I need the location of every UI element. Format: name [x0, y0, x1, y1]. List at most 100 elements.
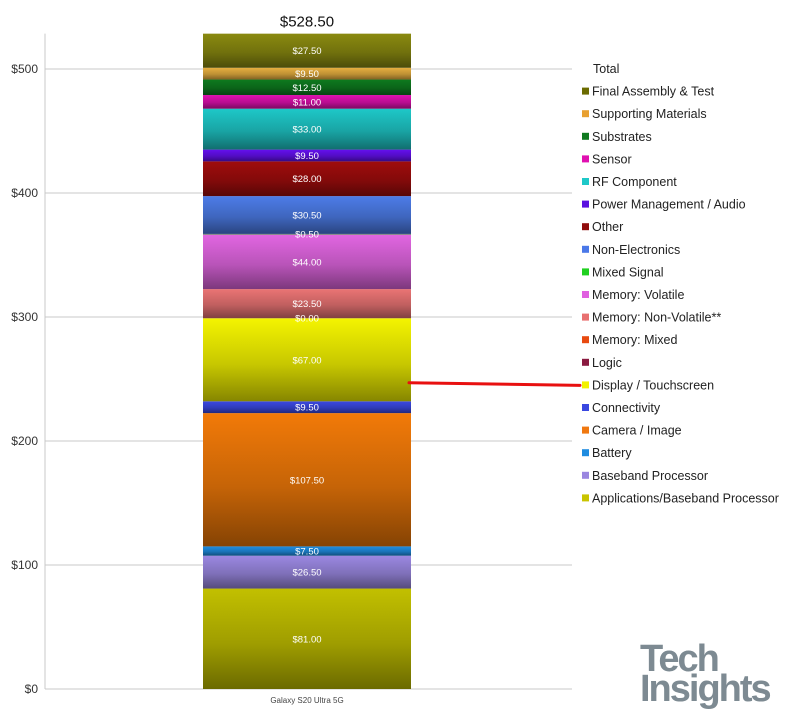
legend-label: Sensor — [592, 152, 632, 166]
bar-segment — [203, 546, 411, 556]
legend-item: Battery — [582, 446, 632, 460]
bar-segment — [203, 233, 411, 235]
bar-segment — [203, 95, 411, 109]
legend-swatch — [582, 358, 589, 366]
legend-swatch — [582, 291, 589, 298]
legend-item: Memory: Volatile — [582, 288, 684, 302]
bar-segment — [203, 555, 411, 589]
legend-item: Display / Touchscreen — [582, 378, 714, 392]
legend-swatch — [582, 245, 589, 253]
legend-swatch — [582, 200, 589, 208]
legend-label: Substrates — [592, 130, 652, 144]
legend-swatch — [582, 87, 589, 95]
segment-value-label: $33.00 — [292, 125, 321, 136]
segment-labels: $81.00 $26.50 $7.50 $107.50 $9.50 $67.00 $0.00… — [270, 14, 343, 705]
legend-label: Logic — [592, 356, 622, 370]
legend-label: Applications/Baseband Processor — [592, 491, 779, 505]
legend-item: Sensor — [582, 152, 632, 166]
segment-value-label: $27.50 — [292, 46, 321, 57]
bar-segment — [203, 289, 411, 319]
logo-line-2: Insights — [640, 668, 772, 710]
legend-swatch — [582, 494, 589, 502]
bar-segment — [203, 196, 411, 234]
segment-value-label: $30.50 — [292, 211, 321, 222]
legend-label: Other — [592, 220, 623, 234]
legend-item: Final Assembly & Test — [582, 85, 715, 99]
legend-item: Non-Electronics — [582, 243, 680, 257]
legend-item: Power Management / Audio — [582, 198, 746, 212]
legend-swatch — [582, 336, 589, 344]
segment-value-label: $44.00 — [292, 257, 321, 268]
bar-segment — [203, 234, 411, 290]
total-label: $528.50 — [280, 14, 334, 31]
y-tick-label: $100 — [11, 558, 38, 572]
legend-swatch — [582, 155, 589, 163]
legend-swatch — [582, 449, 589, 457]
segment-value-label: $67.00 — [292, 355, 321, 366]
legend-item: Memory: Mixed — [582, 333, 677, 347]
legend-label: Memory: Volatile — [592, 288, 684, 302]
bar-segment — [203, 413, 411, 547]
legend-swatch — [582, 471, 589, 479]
segment-value-label: $23.50 — [292, 299, 321, 310]
legend-label: Camera / Image — [592, 424, 682, 438]
legend-label: Display / Touchscreen — [592, 378, 714, 392]
legend-item: Total — [593, 62, 619, 76]
segment-value-label: $107.50 — [290, 475, 324, 486]
legend-swatch — [582, 110, 589, 118]
segment-value-label: $0.50 — [295, 230, 319, 241]
bar-segments — [203, 33, 411, 689]
legend-item: Mixed Signal — [582, 265, 664, 279]
legend-label: Baseband Processor — [592, 469, 708, 483]
legend-item: Camera / Image — [582, 424, 682, 438]
legend-swatch — [582, 404, 589, 411]
legend-label: Non-Electronics — [592, 243, 680, 257]
bar-segment — [203, 318, 411, 402]
legend: Total Final Assembly & Test Supporting Mat… — [582, 62, 779, 505]
legend-swatch — [582, 268, 589, 276]
legend-item: RF Component — [582, 175, 677, 189]
bar-segment — [203, 149, 411, 162]
legend-item: Substrates — [582, 130, 652, 144]
legend-item: Memory: Non-Volatile** — [582, 311, 721, 325]
legend-swatch — [582, 426, 589, 434]
segment-value-label: $26.50 — [292, 568, 321, 579]
category-label: Galaxy S20 Ultra 5G — [270, 696, 343, 705]
legend-label: Total — [593, 62, 619, 76]
legend-item: Other — [582, 220, 623, 234]
legend-label: Mixed Signal — [592, 265, 664, 279]
segment-value-label: $81.00 — [292, 634, 321, 645]
legend-label: Supporting Materials — [592, 107, 707, 121]
legend-label: Memory: Mixed — [592, 333, 677, 347]
legend-swatch — [582, 132, 589, 140]
legend-item: Supporting Materials — [582, 107, 707, 121]
bar-segment — [203, 79, 411, 96]
segment-value-label: $9.50 — [295, 403, 319, 414]
legend-swatch — [582, 223, 589, 231]
y-tick-label: $300 — [11, 310, 38, 324]
y-axis: $0 $100 $200 $300 $400 $500 — [11, 33, 46, 696]
legend-item: Baseband Processor — [582, 469, 708, 483]
techinsights-logo: Tech Insights — [640, 640, 790, 710]
segment-value-label: $28.00 — [292, 174, 321, 185]
y-tick-label: $200 — [11, 434, 38, 448]
segment-value-label: $11.00 — [293, 97, 321, 108]
y-tick-label: $400 — [11, 186, 38, 200]
annotation-arrow — [407, 381, 582, 387]
bar-segment — [203, 108, 411, 150]
legend-label: Power Management / Audio — [592, 198, 746, 212]
legend-item: Logic — [582, 356, 622, 370]
logo-line-1: Tech — [640, 638, 720, 680]
legend-swatch — [582, 381, 589, 389]
segment-value-label: $0.00 — [295, 314, 319, 325]
legend-label: RF Component — [592, 175, 677, 189]
legend-label: Memory: Non-Volatile** — [592, 311, 721, 325]
segment-value-label: $9.50 — [295, 151, 319, 162]
bar-segment — [203, 588, 411, 689]
legend-item: Applications/Baseband Processor — [582, 491, 779, 505]
legend-label: Final Assembly & Test — [592, 85, 715, 99]
bar-segment — [203, 33, 411, 68]
annotation — [407, 381, 582, 387]
segment-value-label: $7.50 — [295, 547, 319, 558]
